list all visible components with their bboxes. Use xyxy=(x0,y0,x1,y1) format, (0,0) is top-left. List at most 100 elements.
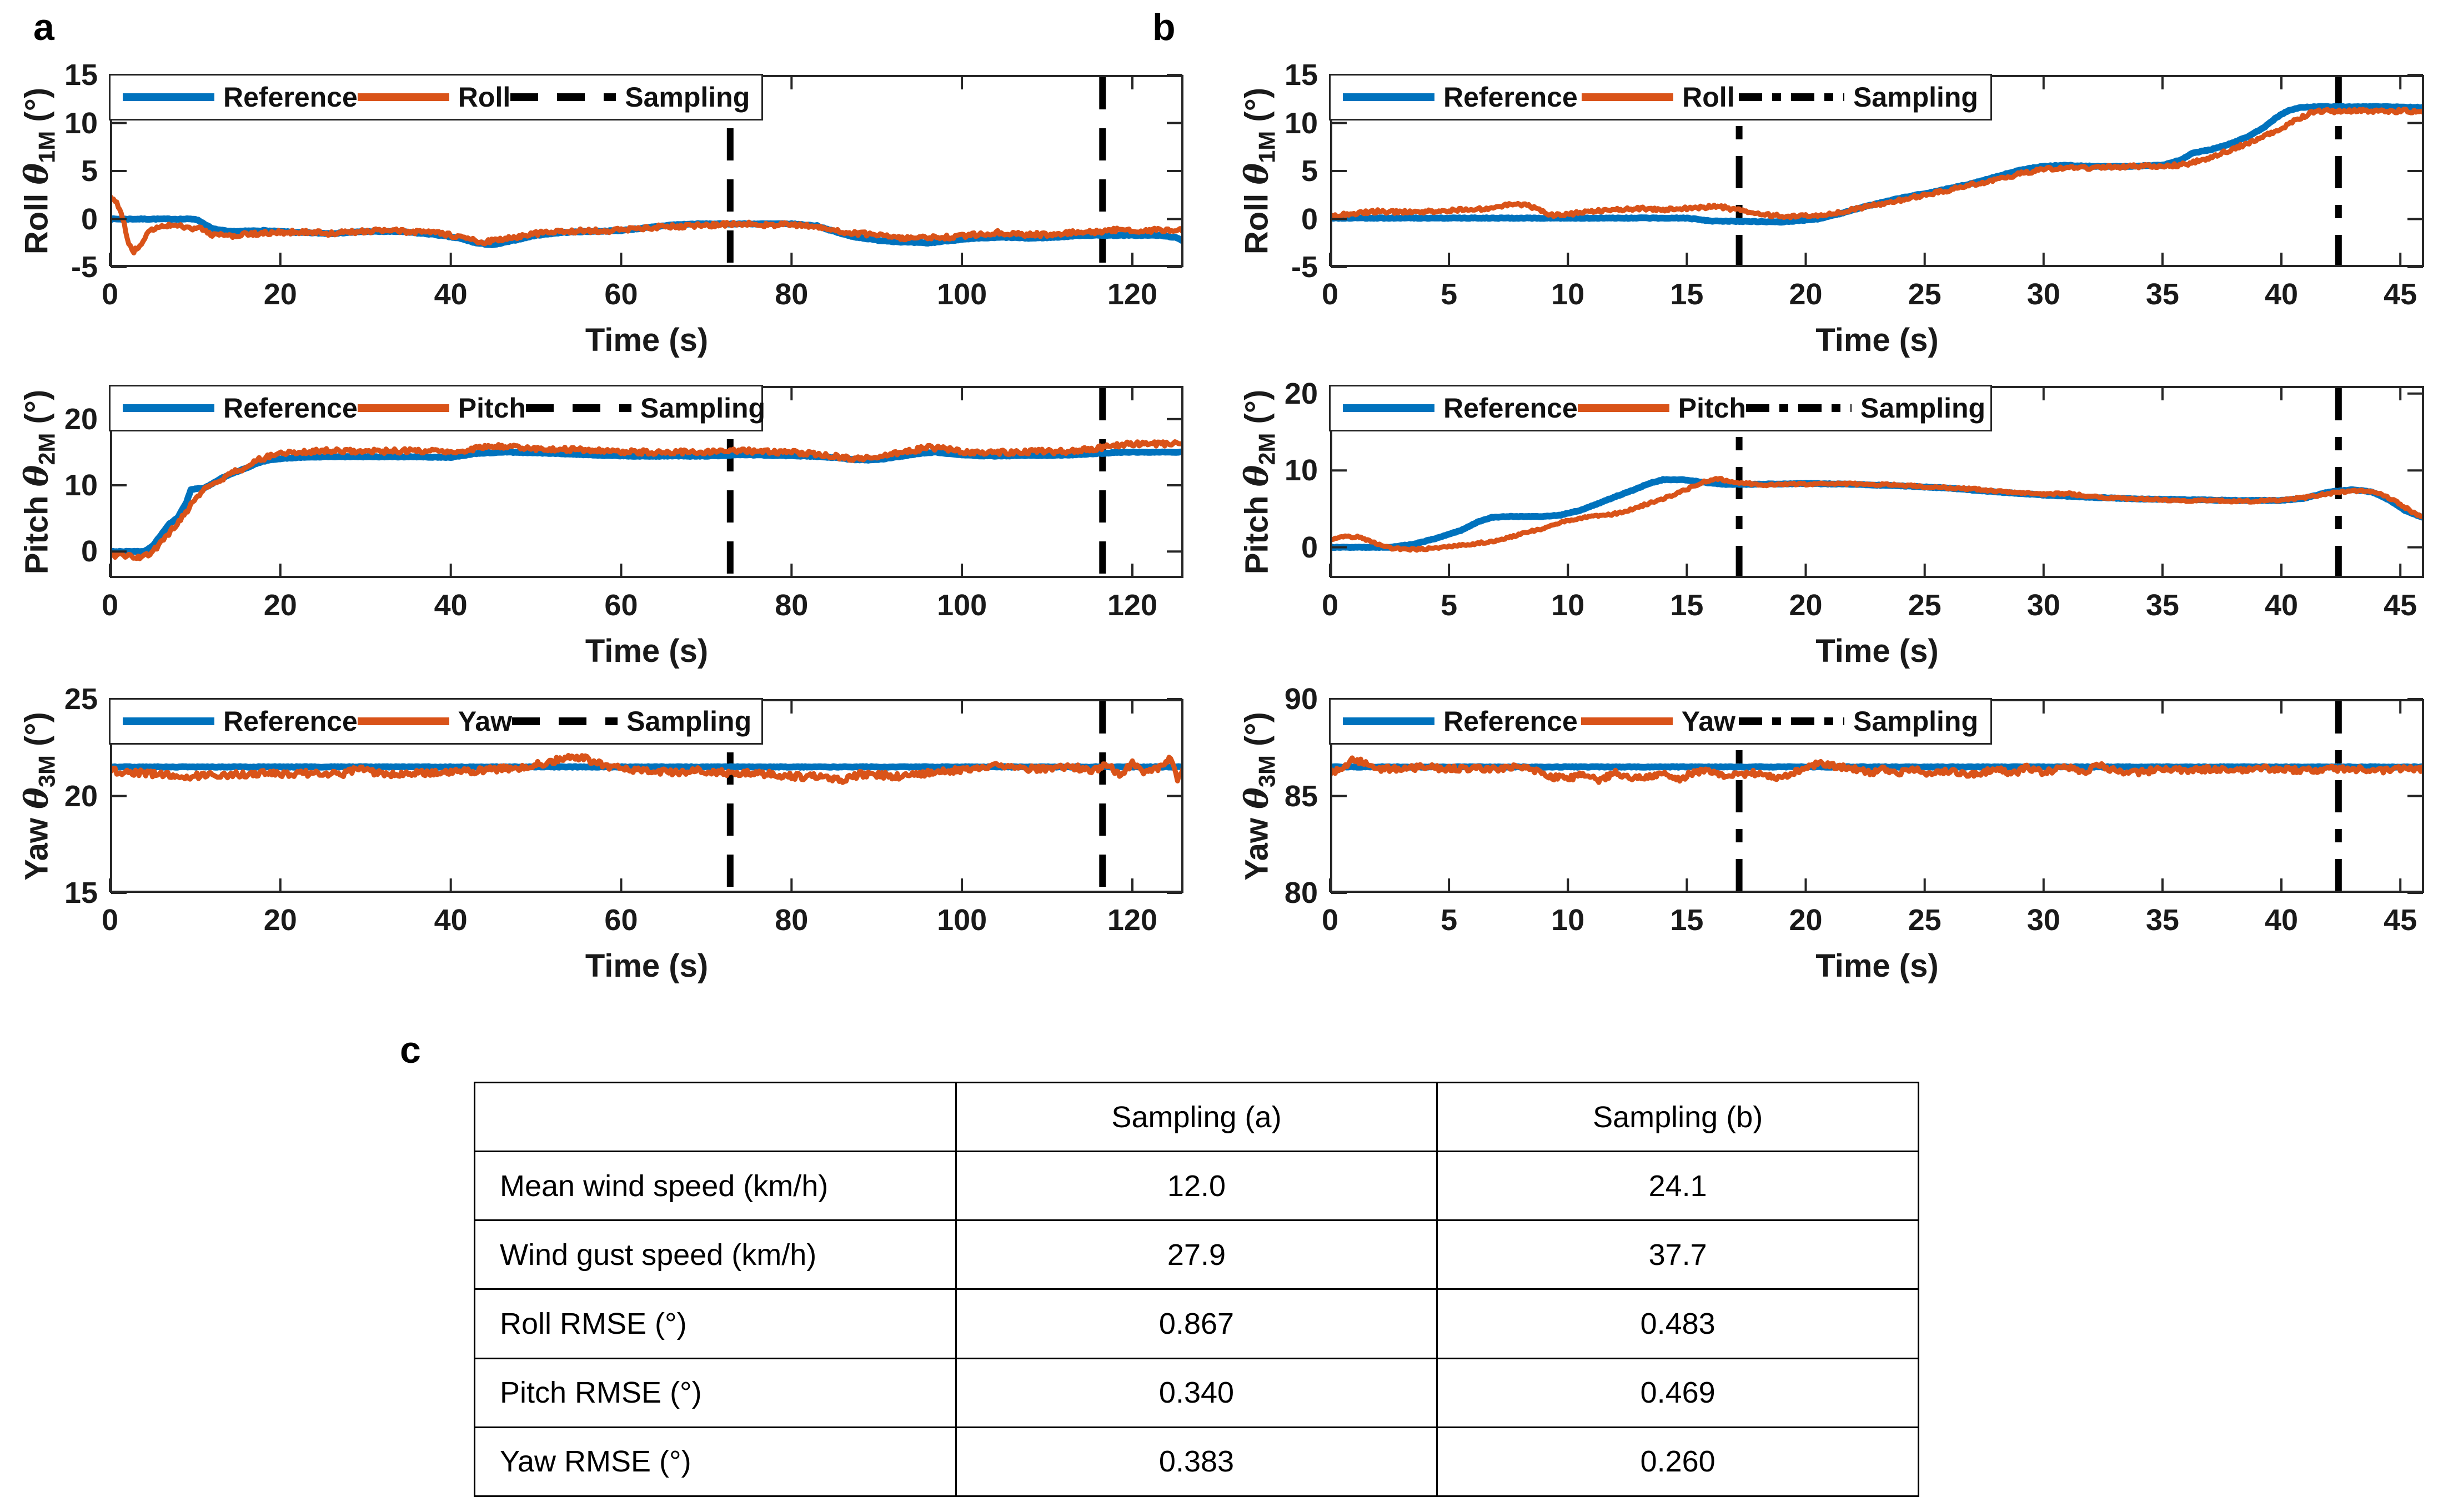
y-axis-label: Yaw θ3M (°) xyxy=(18,712,61,881)
x-tick-label: 10 xyxy=(1551,903,1585,937)
results-table: Sampling (a) Sampling (b) Mean wind speed… xyxy=(474,1082,1919,1498)
x-tick-label: 80 xyxy=(775,278,809,311)
legend-item: Roll xyxy=(1582,81,1735,113)
x-tick-label: 0 xyxy=(101,278,119,311)
x-tick-label: 100 xyxy=(937,903,987,937)
y-tick-label: 85 xyxy=(1284,779,1318,813)
x-tick-label: 20 xyxy=(263,589,297,622)
legend-swatch-sampling xyxy=(1746,404,1852,412)
legend-label: Sampling xyxy=(1853,706,1978,737)
legend-item: Reference xyxy=(1343,392,1578,424)
legend-a-roll: Reference Roll Sampling xyxy=(109,74,763,120)
y-tick-label: 20 xyxy=(1284,376,1318,410)
legend-label: Reference xyxy=(223,82,358,113)
table-row-label: Yaw RMSE (°) xyxy=(474,1426,957,1498)
table-cell-value: 0.260 xyxy=(1436,1426,1919,1498)
legend-item: Yaw xyxy=(357,705,512,737)
legend-label: Sampling xyxy=(625,82,750,113)
y-axis-label-part: Yaw xyxy=(1238,808,1275,881)
table-header-sampling-a-: Sampling (a) xyxy=(955,1082,1438,1152)
y-axis-label-part: θ xyxy=(17,787,56,809)
y-axis-label-part: (°) xyxy=(18,389,55,433)
x-tick-label: 60 xyxy=(604,278,638,311)
table-row: Mean wind speed (km/h) 12.0 24.1 xyxy=(474,1150,1919,1222)
x-tick-label: 5 xyxy=(1441,903,1458,937)
y-tick-label: 20 xyxy=(64,402,98,436)
x-tick-label: 120 xyxy=(1107,903,1157,937)
x-axis-label: Time (s) xyxy=(585,948,709,984)
y-axis-label-part: (°) xyxy=(1238,389,1275,433)
legend-swatch-reference xyxy=(123,717,214,725)
x-tick-label: 0 xyxy=(101,903,119,937)
legend-item: Reference xyxy=(123,392,358,424)
y-axis-label-part: θ xyxy=(17,465,56,487)
legend-swatch-sampling xyxy=(1738,717,1844,725)
x-axis-label: Time (s) xyxy=(585,633,709,669)
y-axis-label-part: (°) xyxy=(18,87,55,131)
legend-swatch-reference xyxy=(123,93,214,101)
x-tick-label: 60 xyxy=(604,903,638,937)
y-axis-label: Pitch θ2M (°) xyxy=(18,390,61,575)
table-cell-value: 37.7 xyxy=(1436,1219,1919,1290)
x-tick-label: 15 xyxy=(1670,589,1704,622)
x-tick-label: 80 xyxy=(775,903,809,937)
y-axis-label-part: Pitch xyxy=(18,486,55,575)
x-tick-label: 100 xyxy=(937,589,987,622)
y-tick-label: 90 xyxy=(1284,682,1318,716)
legend-a-yaw: Reference Yaw Sampling xyxy=(109,698,763,745)
x-tick-label: 40 xyxy=(2264,589,2299,622)
x-tick-label: 45 xyxy=(2384,278,2417,311)
legend-label: Sampling xyxy=(1860,393,1986,424)
x-tick-label: 25 xyxy=(1908,589,1942,622)
x-tick-label: 15 xyxy=(1670,903,1704,937)
y-axis-label-part: θ xyxy=(1237,465,1276,487)
legend-item: Sampling xyxy=(1738,705,1978,737)
series-line-yaw xyxy=(111,753,1182,785)
legend-label: Sampling xyxy=(640,393,766,424)
x-tick-label: 0 xyxy=(1321,903,1339,937)
x-tick-label: 30 xyxy=(2026,589,2060,622)
y-axis-label-part: θ xyxy=(1237,163,1276,185)
y-tick-label: 25 xyxy=(64,682,98,716)
legend-swatch-measured xyxy=(357,93,449,101)
x-tick-label: 40 xyxy=(434,589,468,622)
x-tick-label: 10 xyxy=(1551,589,1585,622)
y-axis-label-part: 2M xyxy=(1253,433,1280,465)
legend-item: Sampling xyxy=(512,705,751,737)
x-tick-label: 5 xyxy=(1441,589,1458,622)
y-tick-label: 10 xyxy=(1284,106,1318,140)
y-axis-label-part: 3M xyxy=(1253,755,1280,787)
table-cell-value: 0.469 xyxy=(1436,1357,1919,1428)
y-tick-label: 0 xyxy=(81,535,98,569)
table-row-label: Mean wind speed (km/h) xyxy=(474,1150,957,1222)
table-header-empty xyxy=(474,1082,957,1152)
y-tick-label: 10 xyxy=(64,106,98,140)
x-tick-label: 40 xyxy=(434,903,468,937)
legend-item: Reference xyxy=(123,81,358,113)
legend-a-pitch: Reference Pitch Sampling xyxy=(109,385,765,431)
legend-item: Sampling xyxy=(1746,392,1985,424)
legend-item: Yaw xyxy=(1581,705,1735,737)
x-tick-label: 40 xyxy=(434,278,468,311)
legend-item: Sampling xyxy=(526,392,765,424)
legend-item: Roll xyxy=(357,81,510,113)
x-tick-label: 0 xyxy=(101,589,119,622)
x-tick-label: 35 xyxy=(2145,278,2179,311)
legend-swatch-sampling xyxy=(1738,93,1844,101)
table-row: Wind gust speed (km/h) 27.9 37.7 xyxy=(474,1219,1919,1290)
legend-label: Yaw xyxy=(1681,706,1736,737)
legend-label: Roll xyxy=(1682,82,1735,113)
series-line-yaw xyxy=(1331,755,2423,785)
legend-b-pitch: Reference Pitch Sampling xyxy=(1329,385,1992,431)
y-tick-label: 10 xyxy=(1284,454,1318,488)
y-axis-label-part: 1M xyxy=(33,130,60,163)
series-line-roll xyxy=(111,193,1182,255)
x-tick-label: 40 xyxy=(2264,903,2299,937)
y-axis-label: Pitch θ2M (°) xyxy=(1238,390,1281,575)
legend-swatch-measured xyxy=(357,404,449,412)
legend-label: Sampling xyxy=(1853,82,1978,113)
y-tick-label: 0 xyxy=(1301,202,1318,236)
x-tick-label: 30 xyxy=(2026,278,2060,311)
legend-label: Reference xyxy=(223,706,358,737)
